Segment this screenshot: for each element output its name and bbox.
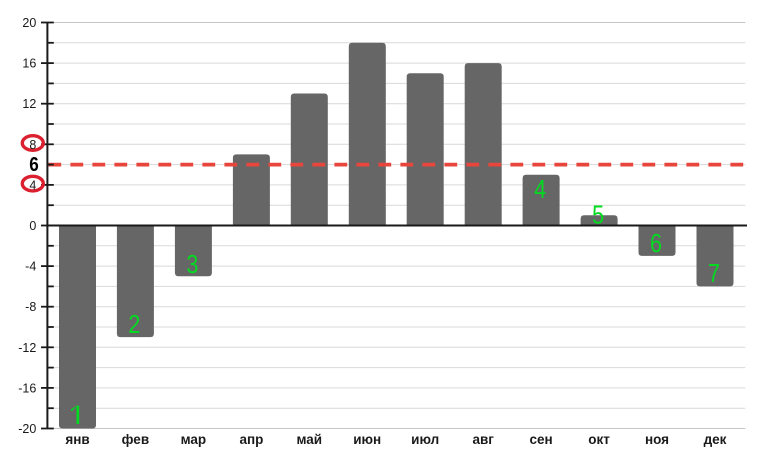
svg-text:дек: дек: [704, 432, 727, 447]
svg-text:окт: окт: [588, 432, 610, 447]
svg-text:7: 7: [708, 260, 720, 288]
svg-text:ноя: ноя: [645, 432, 669, 447]
svg-text:-12: -12: [18, 341, 36, 355]
svg-text:май: май: [296, 432, 322, 447]
svg-text:сен: сен: [530, 432, 553, 447]
svg-text:4: 4: [29, 178, 36, 192]
svg-text:16: 16: [22, 57, 36, 71]
svg-text:5: 5: [592, 201, 604, 229]
svg-text:6: 6: [29, 154, 39, 176]
svg-text:-16: -16: [18, 381, 36, 395]
svg-text:2: 2: [128, 311, 140, 339]
svg-text:12: 12: [22, 97, 36, 111]
svg-text:фев: фев: [122, 432, 149, 447]
svg-text:-8: -8: [25, 300, 36, 314]
svg-text:июл: июл: [411, 432, 439, 447]
svg-text:-20: -20: [18, 422, 36, 436]
svg-text:0: 0: [29, 219, 36, 233]
svg-text:4: 4: [534, 176, 546, 204]
svg-text:янв: янв: [65, 432, 89, 447]
svg-text:апр: апр: [239, 432, 263, 447]
svg-text:авг: авг: [472, 432, 494, 447]
svg-text:8: 8: [29, 138, 36, 152]
svg-text:-4: -4: [25, 260, 36, 274]
svg-text:20: 20: [22, 16, 36, 30]
svg-text:3: 3: [186, 251, 198, 279]
svg-text:6: 6: [650, 230, 662, 258]
svg-text:мар: мар: [181, 432, 207, 447]
svg-text:июн: июн: [353, 432, 381, 447]
